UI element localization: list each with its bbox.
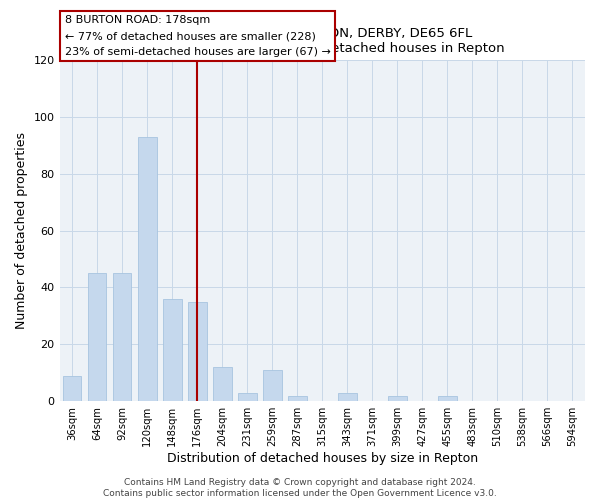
Bar: [62, 376, 82, 401]
Text: Contains HM Land Registry data © Crown copyright and database right 2024.
Contai: Contains HM Land Registry data © Crown c…: [103, 478, 497, 498]
Bar: [438, 396, 457, 401]
Bar: [188, 302, 206, 401]
Y-axis label: Number of detached properties: Number of detached properties: [15, 132, 28, 329]
Bar: [263, 370, 281, 401]
Bar: [113, 274, 131, 401]
Bar: [138, 137, 157, 401]
Bar: [238, 392, 257, 401]
Bar: [288, 396, 307, 401]
Title: 8, BURTON ROAD, REPTON, DERBY, DE65 6FL
Size of property relative to detached ho: 8, BURTON ROAD, REPTON, DERBY, DE65 6FL …: [140, 26, 505, 54]
Bar: [388, 396, 407, 401]
X-axis label: Distribution of detached houses by size in Repton: Distribution of detached houses by size …: [167, 452, 478, 465]
Bar: [338, 392, 356, 401]
Bar: [213, 367, 232, 401]
Text: 8 BURTON ROAD: 178sqm
← 77% of detached houses are smaller (228)
23% of semi-det: 8 BURTON ROAD: 178sqm ← 77% of detached …: [65, 16, 331, 56]
Bar: [163, 299, 182, 401]
Bar: [88, 274, 106, 401]
